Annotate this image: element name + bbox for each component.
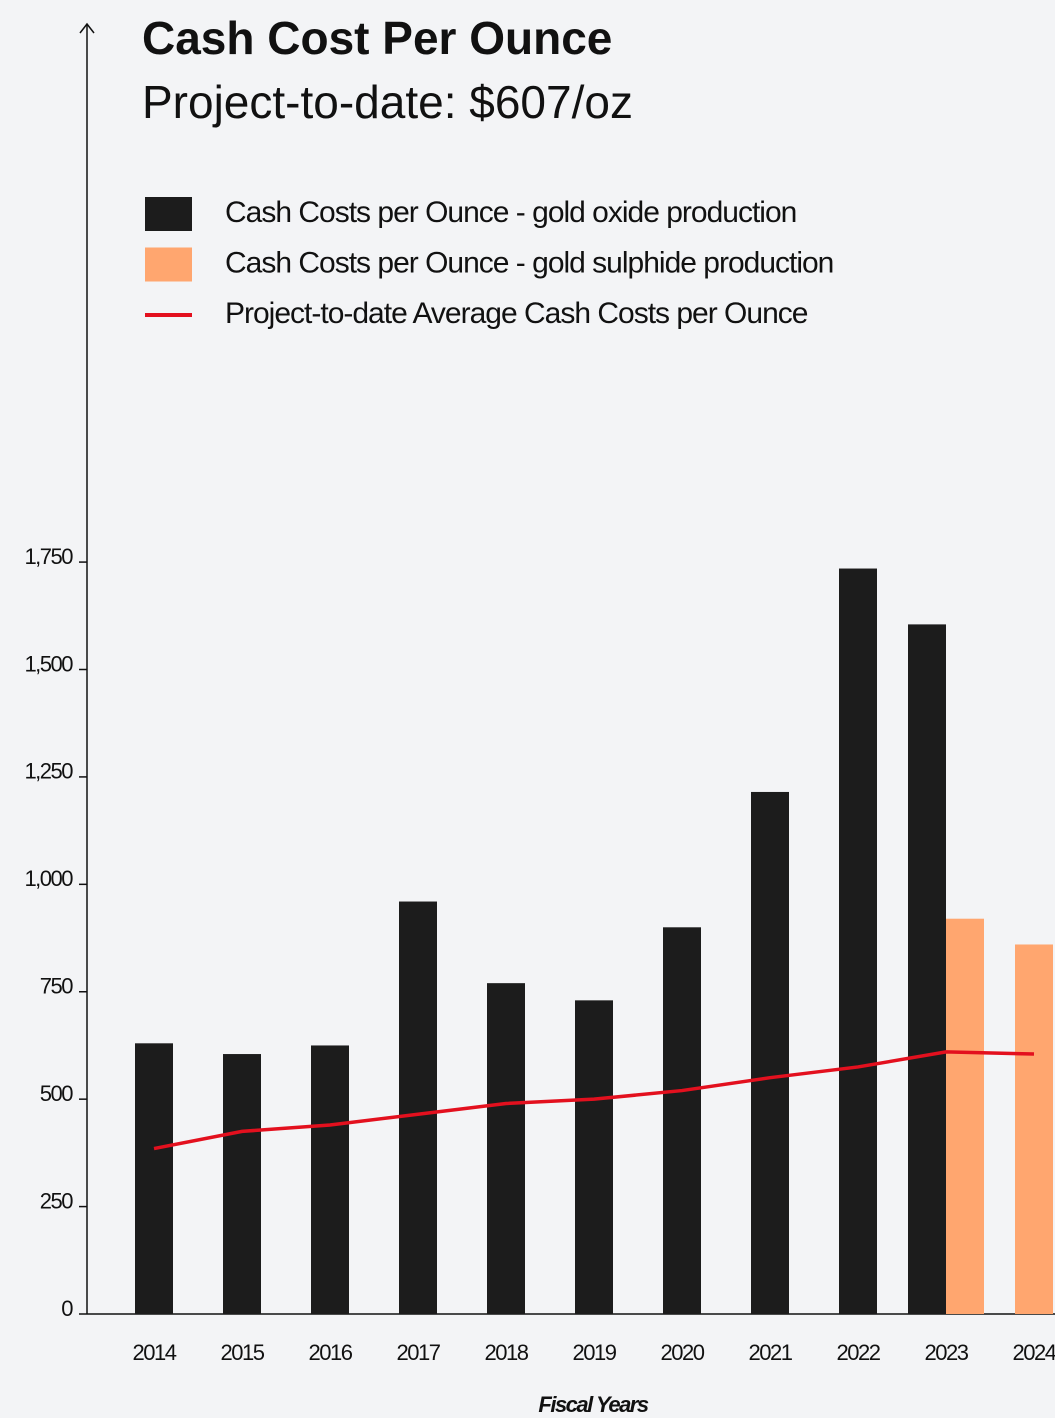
bar	[135, 1043, 173, 1314]
legend-swatch	[145, 247, 192, 282]
bar	[839, 568, 877, 1314]
x-axis-label: Fiscal Years	[538, 1392, 648, 1417]
bar	[663, 927, 701, 1314]
x-tick-label: 2022	[837, 1340, 881, 1365]
y-tick-label: 1,000	[24, 866, 73, 891]
bar	[908, 624, 946, 1314]
y-tick-label: 1,750	[24, 544, 73, 569]
y-tick-label: 0	[61, 1296, 73, 1321]
bar	[487, 983, 525, 1314]
legend-label: Cash Costs per Ounce - gold sulphide pro…	[225, 246, 833, 279]
x-tick-label: 2020	[661, 1340, 705, 1365]
x-tick-label: 2021	[749, 1340, 793, 1365]
x-tick-label: 2015	[221, 1340, 265, 1365]
x-tick-label: 2024	[1013, 1340, 1055, 1365]
bar	[575, 1000, 613, 1314]
x-tick-label: 2014	[133, 1340, 177, 1365]
bar	[751, 791, 789, 1314]
y-tick-label: 250	[40, 1188, 73, 1213]
x-tick-label: 2017	[397, 1340, 441, 1365]
bar	[399, 901, 437, 1314]
y-tick-label: 750	[40, 974, 73, 999]
legend-label: Project-to-date Average Cash Costs per O…	[225, 297, 808, 330]
bar	[311, 1045, 349, 1314]
chart-subtitle: Project-to-date: $607/oz	[142, 76, 633, 128]
y-tick-label: 1,250	[24, 759, 73, 784]
x-tick-label: 2023	[925, 1340, 969, 1365]
legend-label: Cash Costs per Ounce - gold oxide produc…	[225, 196, 796, 229]
bar	[223, 1054, 261, 1314]
x-tick-label: 2019	[573, 1340, 617, 1365]
chart-title: Cash Cost Per Ounce	[142, 12, 612, 64]
legend-swatch	[145, 197, 192, 231]
y-axis-arrow	[79, 22, 95, 34]
bar	[1015, 944, 1053, 1314]
line	[153, 1050, 1035, 1151]
y-tick-label: 500	[40, 1081, 73, 1106]
x-tick-label: 2018	[485, 1340, 529, 1365]
y-tick-label: 1,500	[24, 651, 73, 676]
x-tick-label: 2016	[309, 1340, 353, 1365]
bar	[946, 918, 984, 1314]
